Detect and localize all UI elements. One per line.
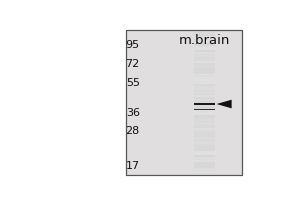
- Bar: [194, 157, 215, 159]
- Bar: [194, 122, 215, 124]
- Bar: [194, 110, 215, 112]
- Bar: [194, 81, 215, 83]
- Polygon shape: [217, 100, 232, 108]
- Text: m.brain: m.brain: [179, 34, 231, 47]
- Bar: [194, 117, 215, 119]
- Bar: [194, 88, 215, 90]
- Bar: [194, 131, 215, 133]
- Bar: [194, 155, 215, 157]
- Bar: [194, 109, 215, 110]
- Bar: [194, 34, 215, 36]
- Bar: [194, 162, 215, 164]
- Bar: [194, 74, 215, 75]
- Bar: [194, 126, 215, 128]
- Bar: [194, 168, 215, 169]
- Bar: [194, 103, 215, 105]
- Bar: [194, 93, 215, 95]
- Bar: [194, 153, 215, 155]
- Bar: [194, 133, 215, 135]
- Bar: [194, 115, 215, 117]
- Bar: [194, 65, 215, 66]
- Bar: [194, 142, 215, 144]
- Text: 72: 72: [126, 59, 140, 69]
- Bar: [194, 113, 215, 115]
- Text: 36: 36: [126, 108, 140, 118]
- Bar: [194, 130, 215, 131]
- Bar: [194, 84, 215, 86]
- Bar: [194, 146, 215, 148]
- Bar: [194, 55, 215, 57]
- Bar: [194, 41, 215, 43]
- Bar: [194, 104, 215, 106]
- Bar: [126, 30, 242, 175]
- Bar: [194, 151, 215, 153]
- Bar: [194, 135, 215, 137]
- Bar: [194, 159, 215, 160]
- Bar: [194, 32, 215, 34]
- Bar: [194, 66, 215, 68]
- Bar: [194, 150, 215, 151]
- Bar: [194, 139, 215, 141]
- Bar: [194, 61, 215, 63]
- Bar: [194, 108, 215, 110]
- Bar: [194, 70, 215, 72]
- Text: 17: 17: [126, 161, 140, 171]
- Text: 28: 28: [126, 126, 140, 136]
- Bar: [194, 36, 215, 37]
- Bar: [194, 169, 215, 171]
- Bar: [194, 43, 215, 45]
- Bar: [194, 45, 215, 46]
- Text: 55: 55: [126, 78, 140, 88]
- Bar: [194, 144, 215, 146]
- Bar: [194, 106, 215, 108]
- Bar: [194, 39, 215, 41]
- Text: 95: 95: [126, 40, 140, 50]
- Bar: [194, 171, 215, 173]
- Bar: [194, 46, 215, 48]
- Bar: [194, 86, 215, 88]
- Bar: [194, 103, 215, 104]
- Bar: [194, 124, 215, 126]
- Bar: [194, 30, 215, 32]
- Bar: [194, 137, 215, 139]
- Bar: [194, 99, 215, 101]
- Bar: [194, 97, 215, 99]
- Bar: [126, 30, 242, 175]
- Bar: [194, 121, 215, 122]
- Bar: [194, 37, 215, 39]
- Bar: [194, 75, 215, 77]
- Bar: [194, 128, 215, 130]
- Bar: [194, 57, 215, 59]
- Bar: [194, 119, 215, 121]
- Bar: [194, 90, 215, 92]
- Bar: [194, 148, 215, 150]
- Bar: [194, 173, 215, 175]
- Bar: [194, 160, 215, 162]
- Bar: [194, 63, 215, 65]
- Bar: [194, 77, 215, 79]
- Bar: [194, 50, 215, 52]
- Bar: [194, 141, 215, 142]
- Bar: [194, 95, 215, 97]
- Bar: [194, 54, 215, 55]
- Bar: [194, 72, 215, 74]
- Bar: [194, 52, 215, 54]
- Bar: [194, 166, 215, 168]
- Bar: [194, 79, 215, 81]
- Bar: [194, 164, 215, 166]
- Bar: [194, 59, 215, 61]
- Bar: [194, 68, 215, 70]
- Bar: [194, 101, 215, 103]
- Bar: [194, 83, 215, 84]
- Bar: [194, 92, 215, 93]
- Bar: [194, 112, 215, 113]
- Bar: [194, 48, 215, 50]
